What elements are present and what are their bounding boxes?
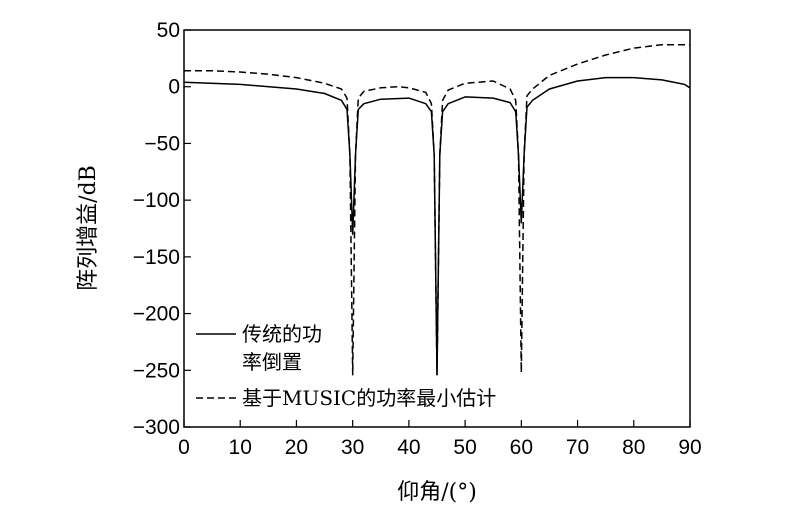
- y-tick-label: 0: [168, 76, 180, 99]
- x-axis-label: 仰角/(°): [397, 480, 477, 505]
- x-tick-label: 90: [678, 436, 701, 459]
- x-tick-label: 60: [510, 436, 533, 459]
- x-tick-label: 50: [453, 436, 476, 459]
- x-tick-label: 70: [566, 436, 589, 459]
- y-tick-label: −50: [144, 132, 180, 155]
- x-tick-label: 40: [397, 436, 420, 459]
- x-tick-label: 80: [622, 436, 645, 459]
- x-tick-label: 0: [178, 436, 190, 459]
- legend: 传统的功 率倒置 基于MUSIC的功率最小估计: [196, 322, 496, 410]
- legend-label-dashed: 基于MUSIC的功率最小估计: [242, 386, 496, 410]
- legend-label-solid-line2: 率倒置: [242, 350, 302, 374]
- y-tick-label: −100: [133, 189, 180, 212]
- y-tick-label: −250: [133, 359, 180, 382]
- x-tick-label: 10: [229, 436, 252, 459]
- legend-label-solid-line1: 传统的功: [242, 322, 322, 346]
- x-tick-label: 20: [285, 436, 308, 459]
- axis-ticks: 0 10 20 30 40 50 60 70 80 90 50 0 −50 −100 −150 −200 −25…: [133, 19, 702, 459]
- y-tick-label: −200: [133, 303, 180, 326]
- x-tick-label: 30: [341, 436, 364, 459]
- y-tick-label: −300: [133, 416, 180, 439]
- y-axis-label: 阵列增益/dB: [76, 165, 101, 291]
- plot-frame: [183, 29, 691, 428]
- y-tick-label: −150: [133, 246, 180, 269]
- y-tick-label: 50: [157, 19, 180, 42]
- series-line-dashed: [184, 43, 690, 376]
- series-layer: [183, 43, 691, 376]
